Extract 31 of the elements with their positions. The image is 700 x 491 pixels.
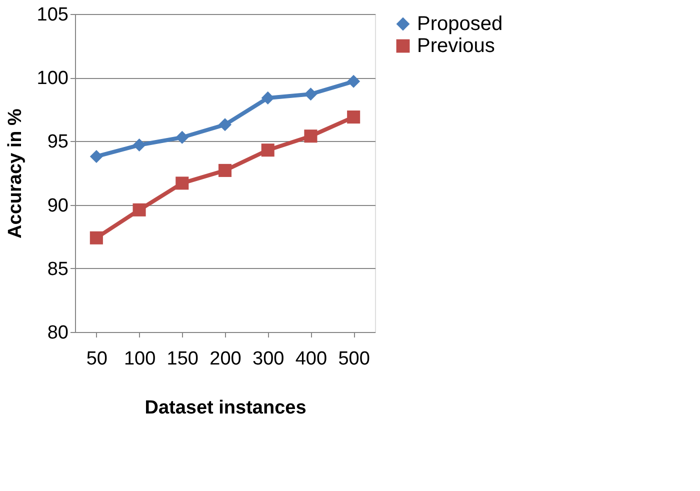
y-tick-label: 90 <box>47 195 68 216</box>
point <box>304 130 318 143</box>
point <box>90 150 103 163</box>
point <box>90 231 103 244</box>
x-axis-title: Dataset instances <box>144 398 306 418</box>
legend-label: Previous <box>417 35 495 57</box>
point <box>304 88 318 101</box>
y-tick-label: 80 <box>47 322 68 344</box>
y-tick-label: 105 <box>36 4 68 26</box>
x-tick-label: 50 <box>86 348 108 370</box>
point <box>176 176 189 190</box>
point <box>132 203 146 216</box>
x-tick-label: 100 <box>124 348 156 370</box>
legend-label: Proposed <box>417 13 503 35</box>
point <box>176 130 189 144</box>
point <box>132 138 146 152</box>
y-axis-title: Accuracy in % <box>4 108 26 238</box>
y-tick-label: 100 <box>36 68 68 90</box>
x-tick-label: 500 <box>338 348 370 370</box>
x-tick-label: 150 <box>166 348 198 370</box>
x-tick-label: 400 <box>295 348 328 370</box>
x-tick-label: 200 <box>210 348 242 370</box>
x-tick-label: 300 <box>252 348 284 370</box>
point <box>347 74 360 88</box>
point <box>261 144 274 157</box>
point <box>261 91 274 104</box>
point <box>347 110 360 124</box>
y-tick-label: 95 <box>47 132 68 153</box>
point <box>218 164 232 177</box>
point <box>218 118 232 132</box>
y-tick-label: 85 <box>47 258 68 280</box>
